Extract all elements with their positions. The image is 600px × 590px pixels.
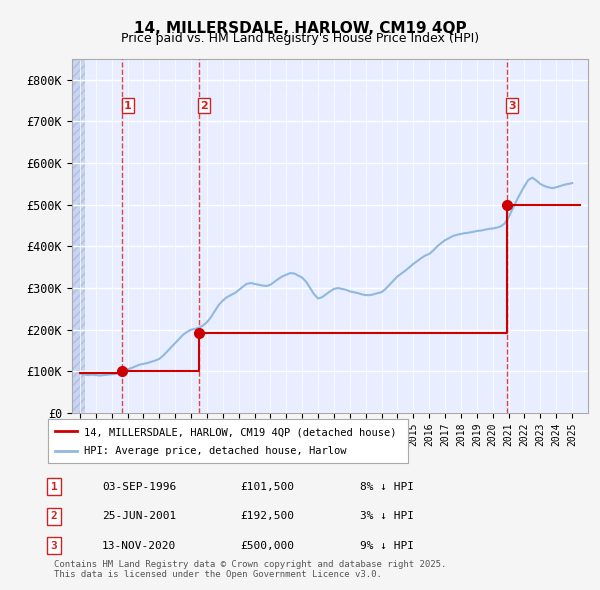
Text: 8% ↓ HPI: 8% ↓ HPI	[360, 482, 414, 491]
Text: 14, MILLERSDALE, HARLOW, CM19 4QP (detached house): 14, MILLERSDALE, HARLOW, CM19 4QP (detac…	[84, 427, 397, 437]
Text: 2: 2	[50, 512, 58, 521]
Text: Contains HM Land Registry data © Crown copyright and database right 2025.
This d: Contains HM Land Registry data © Crown c…	[54, 560, 446, 579]
Text: £500,000: £500,000	[240, 541, 294, 550]
Text: 03-SEP-1996: 03-SEP-1996	[102, 482, 176, 491]
Text: HPI: Average price, detached house, Harlow: HPI: Average price, detached house, Harl…	[84, 446, 347, 455]
Text: 25-JUN-2001: 25-JUN-2001	[102, 512, 176, 521]
Text: 13-NOV-2020: 13-NOV-2020	[102, 541, 176, 550]
Text: 2: 2	[200, 100, 208, 110]
Text: 3: 3	[508, 100, 516, 110]
Text: 1: 1	[50, 482, 58, 491]
Text: £101,500: £101,500	[240, 482, 294, 491]
Text: 3% ↓ HPI: 3% ↓ HPI	[360, 512, 414, 521]
Text: 3: 3	[50, 541, 58, 550]
Text: 9% ↓ HPI: 9% ↓ HPI	[360, 541, 414, 550]
Bar	[72, 59, 85, 413]
Text: £192,500: £192,500	[240, 512, 294, 521]
Text: 1: 1	[124, 100, 132, 110]
Text: 14, MILLERSDALE, HARLOW, CM19 4QP: 14, MILLERSDALE, HARLOW, CM19 4QP	[134, 21, 466, 35]
Text: Price paid vs. HM Land Registry's House Price Index (HPI): Price paid vs. HM Land Registry's House …	[121, 32, 479, 45]
